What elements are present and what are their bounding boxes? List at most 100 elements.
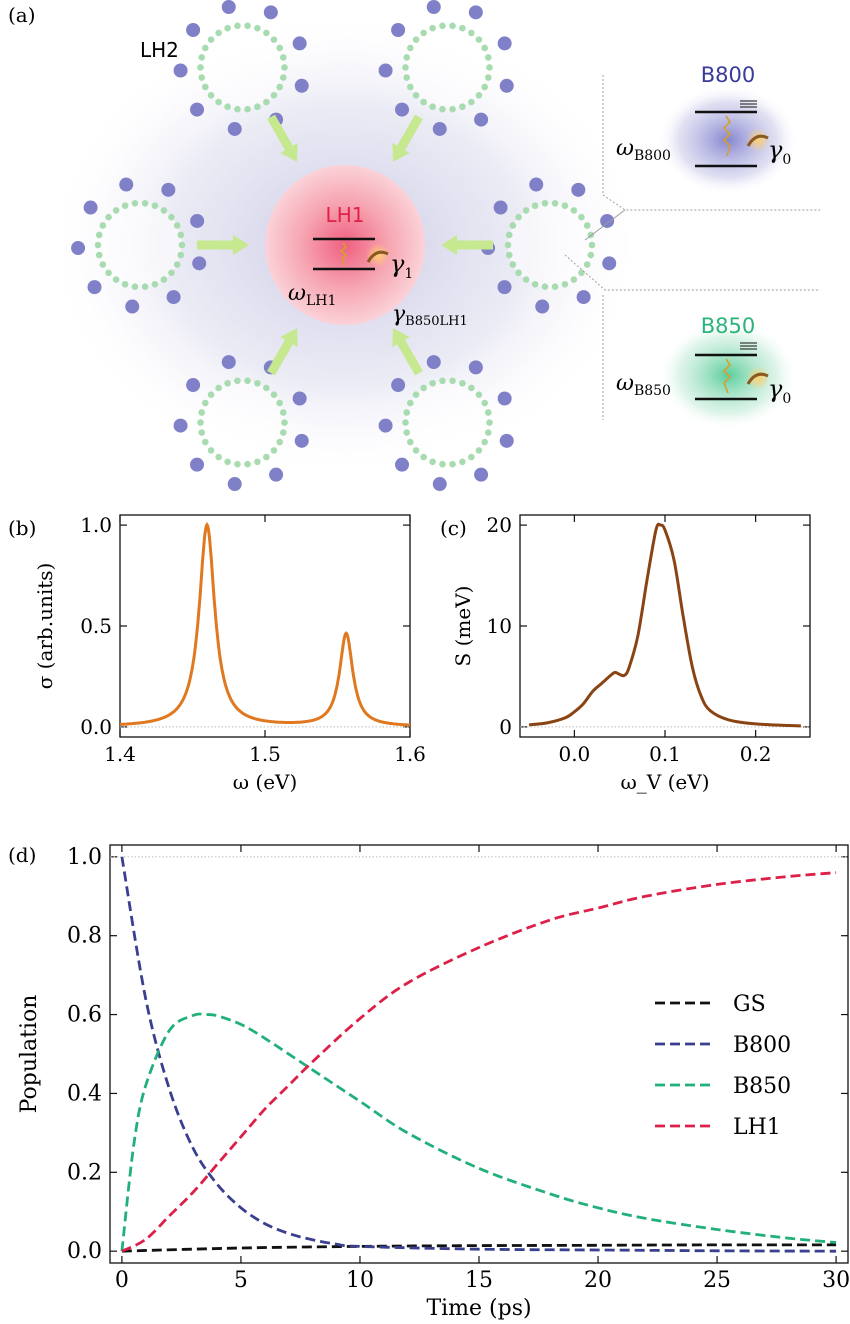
bchl-dot [481,83,488,91]
y-tick-label: 20 [487,513,512,537]
bchl-dot [412,36,420,43]
bchl-dot [583,261,591,268]
bchl-dot [197,64,204,71]
b800-decay-symbol: γ0 [768,136,791,168]
y-tick-label: 0.4 [67,1081,102,1106]
bchl-dot [279,409,287,416]
pigment-dot [71,241,86,256]
lh1-decay-arrow [339,242,348,266]
bchl-dot [486,419,493,426]
bchl-dot [468,29,475,37]
bchl-dot [244,22,251,30]
bchl-dot [276,438,283,446]
bchl-dot [177,231,185,239]
bchl-dot [234,22,241,30]
bchl-dot [224,24,231,32]
bchl-dot [112,207,120,214]
bchl-dot [263,98,270,106]
bchl-dot [281,64,288,71]
legend-label-lh1: LH1 [733,1115,781,1140]
bchl-dot [459,379,466,387]
x-tick-label: 1.6 [394,742,426,766]
photon-wave-icon [366,250,389,263]
bchl-dot [541,200,549,207]
b800-frequency-symbol: ωB800 [616,136,671,164]
pigment-dot [173,63,188,78]
legend-label-b800: B800 [733,1033,791,1058]
bchl-dot [234,460,241,468]
transfer-arrow-head [280,328,298,347]
pigment-dot [497,391,512,406]
y-tick-label: 0.0 [80,715,112,739]
bchl-dot [263,453,270,461]
bchl-dot [407,44,414,52]
pigment-dot [529,177,544,192]
bchl-dot [99,222,107,229]
b800-label: B800 [701,63,756,87]
bchl-dot [439,460,446,468]
pigment-dot [186,22,201,37]
axes-frame [119,514,411,738]
bchl-dot [202,399,209,407]
legend-label-b850: B850 [733,1074,791,1099]
bchl-dot [578,213,585,221]
bchl-dot [244,377,251,385]
bchl-dot [509,222,517,229]
lh2-ring [71,177,207,314]
bchl-dot [160,276,168,283]
x-tick-label: 0.2 [740,742,772,766]
bchl-dot [531,202,539,210]
pigment-dot [166,290,181,305]
bchl-dot [475,92,483,99]
x-tick-label: 15 [465,1268,493,1293]
bchl-dot [270,36,278,43]
bchl-dot [551,200,559,207]
bchl-dot [234,377,241,385]
lh2-complexes [71,0,617,492]
bchl-dot [420,453,427,461]
bchl-dot [244,460,251,468]
pigment-dot [497,280,512,295]
bchl-dot [407,438,414,446]
y-tick-label: 0.8 [67,924,102,949]
bchl-dot [449,105,456,113]
bchl-dot [578,269,585,277]
bchl-dot [468,384,475,392]
y-axis-label: σ (arb.units) [33,563,57,690]
chart-c-spectral-density: 0.0 0.1 0.2 0 10 20 ω_V (eV) S (meV) [451,513,811,794]
b850-decay-symbol: γ0 [768,375,791,407]
bchl-dot [412,447,420,454]
pigment-dot [391,22,406,37]
pigment-dot [474,112,489,127]
bchl-dot [583,222,591,229]
pigment-dot [497,36,512,51]
bchl-dot [131,200,139,207]
lh1-decay-symbol: γ1 [390,250,413,282]
pigment-dot [499,78,514,93]
bchl-dot [202,438,209,446]
bchl-dot [207,447,215,454]
bchl-dot [449,460,456,468]
pigment-dot [186,378,201,393]
bchl-dot [459,458,466,466]
x-tick-label: 20 [584,1268,612,1293]
bchl-dot [276,44,283,52]
bchl-dot [407,399,414,407]
pigment-dot [294,78,309,93]
y-tick-label: 10 [487,614,512,638]
y-tick-label: 0 [499,715,512,739]
bchl-dot [178,241,186,249]
x-axis-label: ω (eV) [233,770,298,794]
bchl-dot [254,458,261,466]
bchl-dot [270,92,278,99]
bchl-dot [588,241,596,249]
lh2-ring-core [405,25,490,110]
bchl-dot [168,213,175,221]
pigment-dot [395,102,410,117]
pigment-dot [263,5,278,20]
bchl-dot [263,29,270,37]
panel-label-a: (a) [8,3,36,27]
pigment-dot [227,121,242,136]
transfer-arrow-head [392,328,410,347]
pigment-dot [432,121,447,136]
